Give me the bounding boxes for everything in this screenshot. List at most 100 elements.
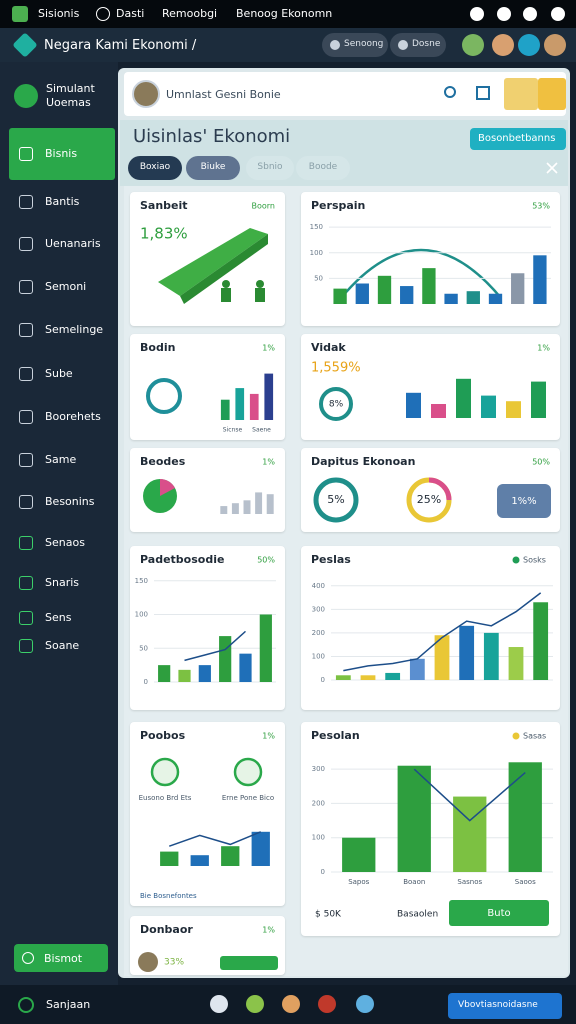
legend-label: Sosks bbox=[523, 556, 546, 565]
bar bbox=[533, 602, 549, 680]
action-yellow[interactable] bbox=[538, 78, 566, 110]
bottom-icon[interactable] bbox=[318, 995, 336, 1013]
bar bbox=[483, 632, 499, 680]
bar bbox=[360, 675, 376, 680]
bar bbox=[397, 765, 431, 872]
arc bbox=[340, 248, 502, 299]
legend-label: Sasas bbox=[523, 732, 546, 741]
card-canvas: Vidak 1% 1,559% 8% bbox=[311, 341, 550, 421]
card-title: Dapitus Ekonoan bbox=[311, 455, 415, 468]
bottom-button[interactable]: Vbovtiasnoidasne bbox=[448, 993, 562, 1019]
avatar[interactable] bbox=[544, 34, 566, 56]
nav-item[interactable]: Sube bbox=[9, 360, 115, 388]
avatar[interactable] bbox=[518, 34, 540, 56]
nav-icon bbox=[19, 639, 33, 653]
sidebar: Simulant Uoemas Bisnis Bantis Uenanaris Semo… bbox=[0, 62, 118, 985]
card-button[interactable] bbox=[449, 900, 549, 926]
nav-item[interactable]: Boorehets bbox=[9, 403, 115, 431]
avatar[interactable] bbox=[462, 34, 484, 56]
status-text: Benoog Ekonomn bbox=[236, 7, 333, 20]
bar bbox=[342, 837, 376, 872]
x-tick-label: Sapos bbox=[348, 878, 369, 886]
bar bbox=[531, 381, 546, 418]
ring bbox=[313, 477, 359, 523]
ring bbox=[319, 387, 353, 421]
x-tick-label: Saoos bbox=[515, 878, 536, 886]
nav-item[interactable]: Soane bbox=[9, 632, 115, 660]
bottom-icon[interactable] bbox=[210, 995, 228, 1013]
card-badge: Boorn bbox=[252, 202, 276, 211]
card-canvas: Donbaor 1% 33% bbox=[138, 923, 278, 972]
bar bbox=[160, 851, 179, 866]
bar bbox=[466, 291, 480, 304]
search-text: Umnlast Gesni Bonie bbox=[166, 88, 281, 101]
card-canvas: Perspain 53% 50 100 150 bbox=[310, 199, 551, 304]
bar bbox=[264, 373, 274, 420]
y-tick-label: 200 bbox=[312, 799, 325, 807]
bar bbox=[506, 401, 521, 418]
nav-icon bbox=[19, 495, 33, 509]
action-button[interactable]: Bosonbetbanns bbox=[470, 128, 566, 150]
ring-label: 5% bbox=[327, 493, 344, 506]
nav-item[interactable]: Snaris bbox=[9, 569, 115, 597]
card: Donbaor 1% 33% bbox=[130, 916, 285, 975]
header-button[interactable]: Dosne bbox=[390, 33, 446, 57]
card-badge: 1% bbox=[262, 926, 275, 935]
nav-item[interactable]: Bisnis bbox=[9, 128, 115, 180]
tab-label: Biuke bbox=[200, 162, 226, 172]
bar bbox=[377, 275, 392, 304]
bottom-icon[interactable] bbox=[282, 995, 300, 1013]
nav-icon bbox=[19, 576, 33, 590]
bar bbox=[434, 635, 450, 680]
nav-item[interactable]: Same bbox=[9, 446, 115, 474]
card: Dapitus Ekonoan 50% 5% 25% 1%% bbox=[301, 448, 560, 532]
icon-circle bbox=[233, 757, 263, 787]
tab[interactable]: Sbnio bbox=[246, 156, 294, 180]
green-pill bbox=[220, 956, 278, 970]
card-canvas: Poobos 1% Eusono Brd Ets Erne Pone Bico Bie … bbox=[139, 729, 276, 900]
green-shape-side bbox=[180, 234, 268, 304]
button-icon bbox=[330, 40, 340, 50]
icon-label: Erne Pone Bico bbox=[222, 794, 274, 802]
nav-item[interactable]: Besonins bbox=[9, 488, 115, 516]
nav-item[interactable]: Semoni bbox=[9, 273, 115, 301]
bottom-icon[interactable] bbox=[246, 995, 264, 1013]
card-title: Beodes bbox=[140, 455, 186, 468]
bar bbox=[355, 283, 369, 304]
nav-label: Sube bbox=[45, 367, 73, 380]
header-button[interactable]: Senoong bbox=[322, 33, 388, 57]
bar bbox=[459, 625, 475, 680]
search-icon[interactable] bbox=[444, 86, 456, 98]
bar bbox=[481, 395, 496, 418]
bar bbox=[249, 393, 259, 420]
nav-item[interactable]: Sens bbox=[9, 604, 115, 632]
bottom-icon[interactable] bbox=[356, 995, 374, 1013]
nav-item[interactable]: Uenanaris bbox=[9, 230, 115, 258]
tab[interactable]: Boode bbox=[296, 156, 350, 180]
bar bbox=[431, 404, 446, 418]
icon-label: Eusono Brd Ets bbox=[139, 794, 192, 802]
y-tick-label: 50 bbox=[314, 274, 323, 282]
card-footer: Bie Bosnefontes bbox=[140, 892, 197, 900]
bar bbox=[385, 672, 401, 680]
nav-item[interactable]: Senaos bbox=[9, 529, 115, 557]
tab[interactable]: Boxiao bbox=[128, 156, 182, 180]
filter-icon[interactable] bbox=[476, 86, 490, 100]
avatar[interactable] bbox=[492, 34, 514, 56]
app-icon bbox=[12, 6, 28, 22]
nav-label: Besonins bbox=[45, 495, 95, 508]
nav-item[interactable]: Bantis bbox=[9, 188, 115, 216]
action-yellow[interactable] bbox=[504, 78, 538, 110]
bar bbox=[335, 675, 351, 680]
card-canvas: Bodin 1% Sicnse Saene bbox=[140, 341, 275, 434]
y-tick-label: 0 bbox=[321, 676, 325, 684]
header-title: Negara Kami Ekonomi / bbox=[44, 38, 197, 53]
nav-item[interactable]: Semelinge bbox=[9, 316, 115, 344]
sidebar-button-label: Bismot bbox=[44, 952, 83, 965]
sidebar-button[interactable]: Bismot bbox=[14, 944, 108, 972]
tab[interactable]: Biuke bbox=[186, 156, 240, 180]
close-icon[interactable] bbox=[546, 162, 558, 174]
y-tick-label: 0 bbox=[144, 678, 148, 686]
brand: Simulant Uoemas bbox=[46, 82, 95, 109]
